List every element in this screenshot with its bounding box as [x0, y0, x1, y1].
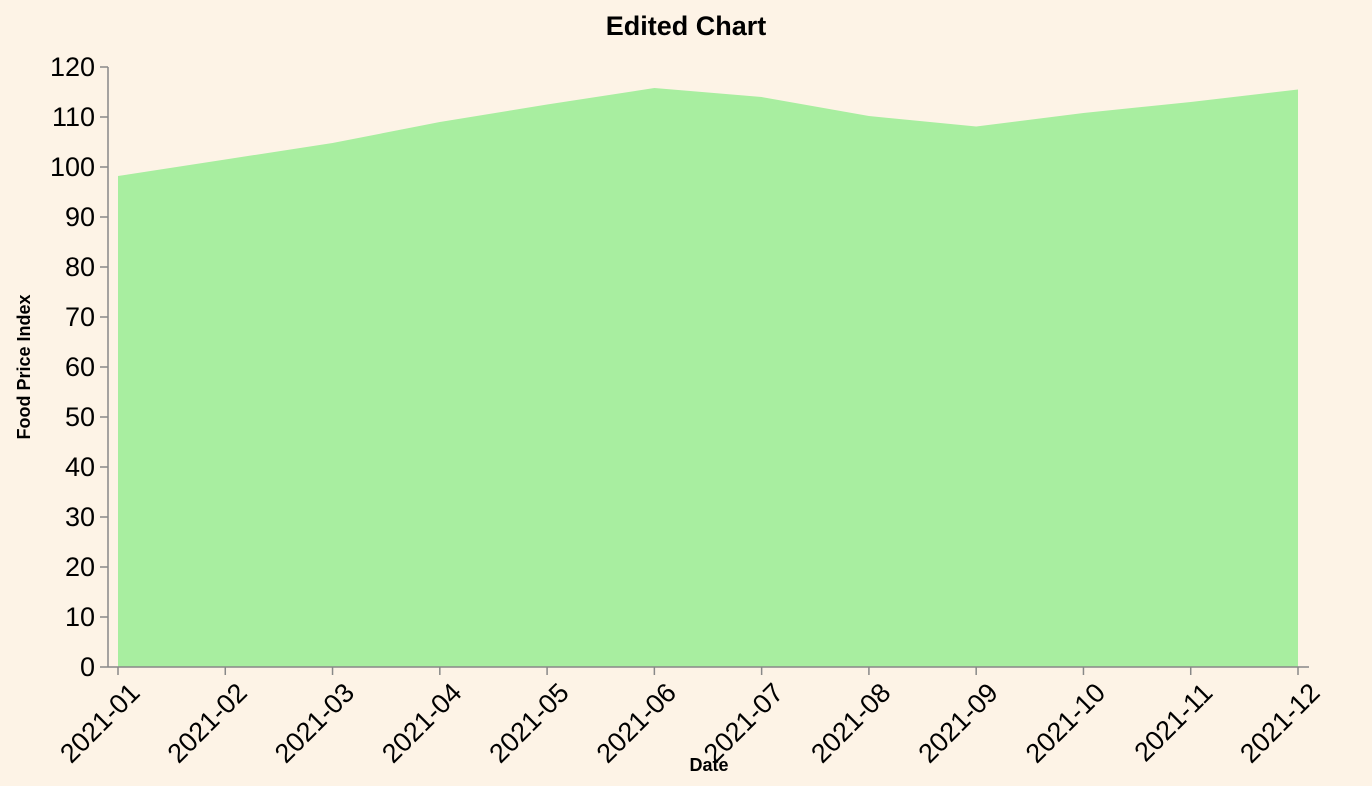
- area-series: [118, 88, 1298, 667]
- x-tick-label: 2021-09: [913, 677, 1004, 768]
- y-tick-label: 80: [65, 252, 95, 282]
- y-axis: 0 10 20 30 40 50 60 70 80 90 100 110 120: [50, 52, 109, 682]
- x-tick-label: 2021-06: [591, 677, 682, 768]
- y-axis-title: Food Price Index: [14, 294, 34, 439]
- x-tick-label: 2021-08: [805, 677, 896, 768]
- x-tick-label: 2021-01: [54, 677, 145, 768]
- y-tick-label: 70: [65, 302, 95, 332]
- y-tick-label: 10: [65, 602, 95, 632]
- x-tick-label: 2021-11: [1128, 677, 1218, 767]
- y-tick-label: 110: [52, 102, 95, 132]
- x-tick-label: 2021-02: [162, 677, 253, 768]
- x-tick-label: 2021-10: [1020, 677, 1111, 768]
- y-tick-label: 0: [80, 652, 95, 682]
- chart-title: Edited Chart: [606, 11, 767, 41]
- x-axis-title: Date: [689, 755, 728, 775]
- y-tick-label: 20: [65, 552, 95, 582]
- x-tick-label: 2021-03: [269, 677, 360, 768]
- x-tick-label: 2021-04: [376, 677, 467, 768]
- y-tick-label: 50: [65, 402, 95, 432]
- area-layer: [118, 88, 1298, 667]
- y-tick-label: 90: [65, 202, 95, 232]
- x-tick-label: 2021-05: [483, 677, 574, 768]
- y-tick-label: 30: [65, 502, 95, 532]
- y-tick-label: 60: [65, 352, 95, 382]
- x-tick-label: 2021-12: [1234, 677, 1325, 768]
- y-tick-label: 40: [65, 452, 95, 482]
- x-axis: 2021-01 2021-02 2021-03 2021-04 2021-05 2021-…: [54, 666, 1326, 769]
- y-tick-label: 120: [50, 52, 95, 82]
- y-tick-label: 100: [50, 152, 95, 182]
